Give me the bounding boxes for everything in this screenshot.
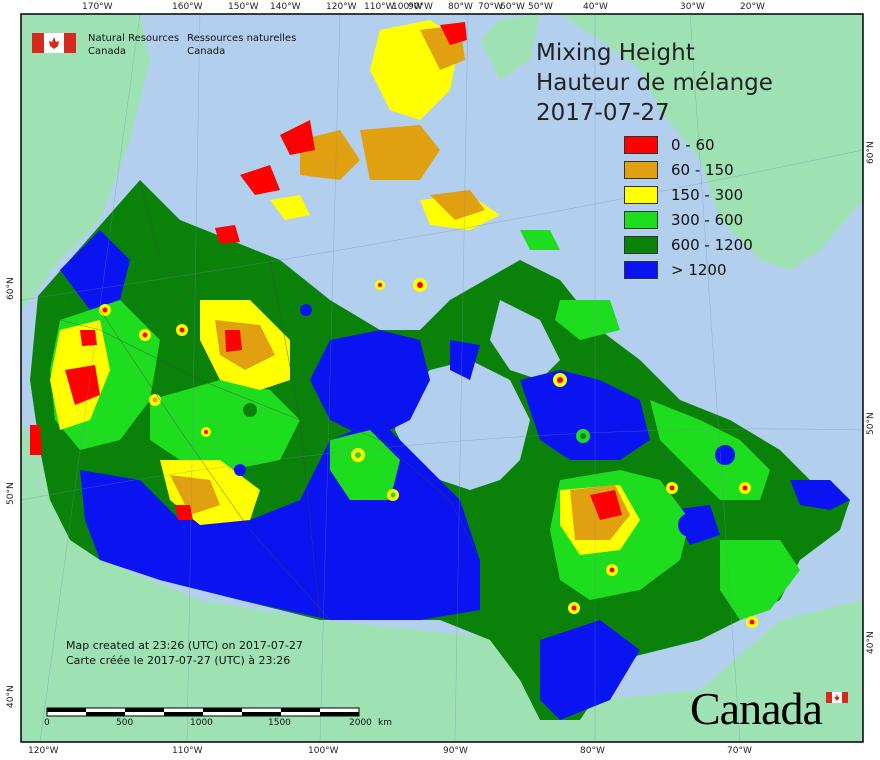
scale-label: 0	[44, 718, 50, 728]
longitude-label: 50°W	[528, 2, 553, 12]
legend-item: 60 - 150	[624, 157, 753, 182]
canada-wordmark: Canada	[690, 683, 823, 734]
longitude-label: 60°W	[500, 2, 525, 12]
legend-swatch	[624, 210, 658, 229]
title-date: 2017-07-27	[536, 100, 670, 126]
longitude-label: 100°W	[308, 746, 339, 756]
scale-bar: 0 500 1000 1500 2000 km	[44, 706, 392, 728]
longitude-label: 140°W	[270, 2, 301, 12]
legend-item: > 1200	[624, 257, 753, 282]
longitude-label: 100°W	[392, 2, 423, 12]
wordmark-flag-icon	[826, 692, 848, 703]
longitude-label: 120°W	[28, 746, 59, 756]
boundary-lines	[59, 179, 481, 621]
map-credit: Map created at 23:26 (UTC) on 2017-07-27…	[66, 638, 303, 668]
latitude-label: 60°N	[866, 141, 876, 164]
legend-item: 150 - 300	[624, 182, 753, 207]
legend-swatch	[624, 135, 658, 154]
title-french: Hauteur de mélange	[536, 70, 773, 96]
longitude-label: 90°W	[408, 2, 433, 12]
graticule	[20, 13, 864, 743]
latitude-label: 40°N	[866, 631, 876, 654]
longitude-label: 70°W	[727, 746, 752, 756]
legend-item: 300 - 600	[624, 207, 753, 232]
longitude-label: 30°W	[680, 2, 705, 12]
map-title: Mixing Height Hauteur de mélange 2017-07…	[536, 38, 773, 128]
map-border	[20, 13, 864, 743]
longitude-label: 170°W	[82, 2, 113, 12]
zone-0-60	[30, 22, 622, 520]
longitude-label: 90°W	[443, 746, 468, 756]
longitude-label: 70°W	[478, 2, 503, 12]
longitude-label: 150°W	[228, 2, 259, 12]
legend-item: 600 - 1200	[624, 232, 753, 257]
longitude-label: 40°W	[583, 2, 608, 12]
latitude-label: 60°N	[6, 277, 16, 300]
title-english: Mixing Height	[536, 40, 695, 66]
agency-name-fr: Ressources naturelles Canada	[187, 33, 297, 57]
canada-flag-icon	[32, 33, 76, 53]
legend-item: 0 - 60	[624, 132, 753, 157]
legend-swatch	[624, 235, 658, 254]
latitude-label: 40°N	[6, 685, 16, 708]
legend-swatch	[624, 260, 658, 279]
scale-unit: km	[378, 718, 392, 728]
longitude-label: 80°W	[448, 2, 473, 12]
agency-name-en: Natural Resources Canada	[88, 33, 180, 57]
legend: 0 - 60 60 - 150 150 - 300 300 - 600 600 …	[624, 132, 753, 282]
latitude-label: 50°N	[866, 412, 876, 435]
agency-signature: Natural Resources Canada Ressources natu…	[32, 32, 296, 58]
credit-french: Carte créée le 2017-07-27 (UTC) à 23:26	[66, 654, 291, 667]
latitude-label: 50°N	[6, 482, 16, 505]
longitude-label: 110°W	[172, 746, 203, 756]
credit-english: Map created at 23:26 (UTC) on 2017-07-27	[66, 639, 303, 652]
longitude-label: 80°W	[580, 746, 605, 756]
legend-swatch	[624, 185, 658, 204]
scale-label: 1000	[190, 718, 213, 728]
scale-label: 1500	[268, 718, 291, 728]
longitude-label: 160°W	[172, 2, 203, 12]
longitude-label: 110°W	[364, 2, 395, 12]
scale-bar-graphic	[46, 707, 360, 717]
scale-label: 500	[116, 718, 134, 728]
neighbouring-land	[21, 14, 863, 742]
legend-swatch	[624, 160, 658, 179]
scale-label: 2000	[349, 718, 372, 728]
longitude-label: 20°W	[740, 2, 765, 12]
longitude-label: 120°W	[326, 2, 357, 12]
